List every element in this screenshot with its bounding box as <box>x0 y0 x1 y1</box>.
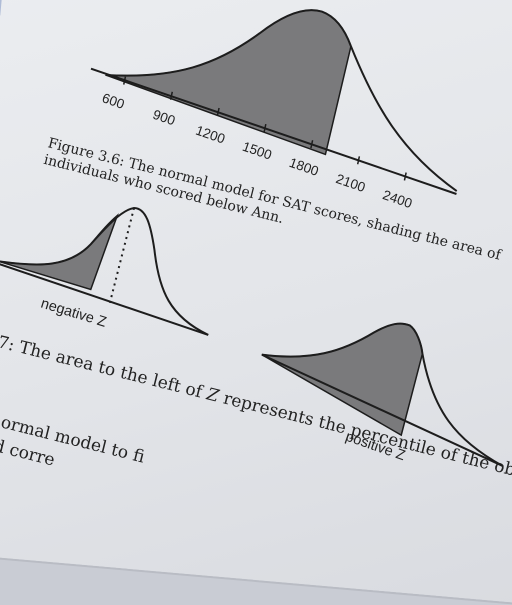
tick-label: 600 <box>100 90 126 112</box>
tick-label: 1800 <box>287 155 320 179</box>
shaded-area-left-of-z <box>0 206 117 292</box>
tick-label: 2400 <box>381 187 414 211</box>
negative-z-label: negative Z <box>39 296 109 331</box>
shaded-area-below-ann <box>100 0 354 156</box>
tick-label: 2100 <box>334 171 367 195</box>
page-edge <box>0 0 7 16</box>
figure-3-7-negative-z: negative Z <box>0 191 234 361</box>
tick-label: 900 <box>151 107 177 129</box>
tick-label: 1500 <box>240 139 273 163</box>
tick-label: 1200 <box>194 123 227 147</box>
